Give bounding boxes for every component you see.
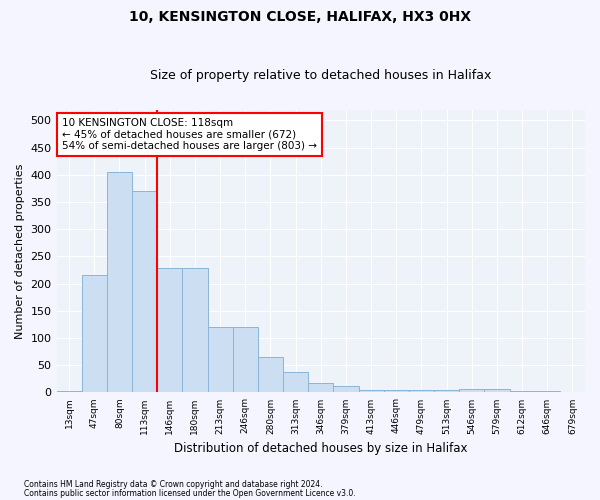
- Bar: [459, 388, 484, 392]
- Bar: [409, 390, 434, 392]
- Bar: [334, 386, 359, 392]
- Text: Contains public sector information licensed under the Open Government Licence v3: Contains public sector information licen…: [24, 489, 356, 498]
- Bar: [157, 268, 182, 392]
- Title: Size of property relative to detached houses in Halifax: Size of property relative to detached ho…: [150, 69, 491, 82]
- X-axis label: Distribution of detached houses by size in Halifax: Distribution of detached houses by size …: [174, 442, 467, 455]
- Text: Contains HM Land Registry data © Crown copyright and database right 2024.: Contains HM Land Registry data © Crown c…: [24, 480, 323, 489]
- Bar: [132, 191, 157, 392]
- Text: 10 KENSINGTON CLOSE: 118sqm
← 45% of detached houses are smaller (672)
54% of se: 10 KENSINGTON CLOSE: 118sqm ← 45% of det…: [62, 118, 317, 151]
- Bar: [308, 383, 334, 392]
- Bar: [258, 357, 283, 392]
- Bar: [434, 390, 459, 392]
- Bar: [359, 390, 383, 392]
- Bar: [82, 276, 107, 392]
- Bar: [484, 388, 509, 392]
- Text: 10, KENSINGTON CLOSE, HALIFAX, HX3 0HX: 10, KENSINGTON CLOSE, HALIFAX, HX3 0HX: [129, 10, 471, 24]
- Bar: [383, 390, 409, 392]
- Y-axis label: Number of detached properties: Number of detached properties: [15, 164, 25, 338]
- Bar: [107, 172, 132, 392]
- Bar: [283, 372, 308, 392]
- Bar: [182, 268, 208, 392]
- Bar: [208, 327, 233, 392]
- Bar: [233, 327, 258, 392]
